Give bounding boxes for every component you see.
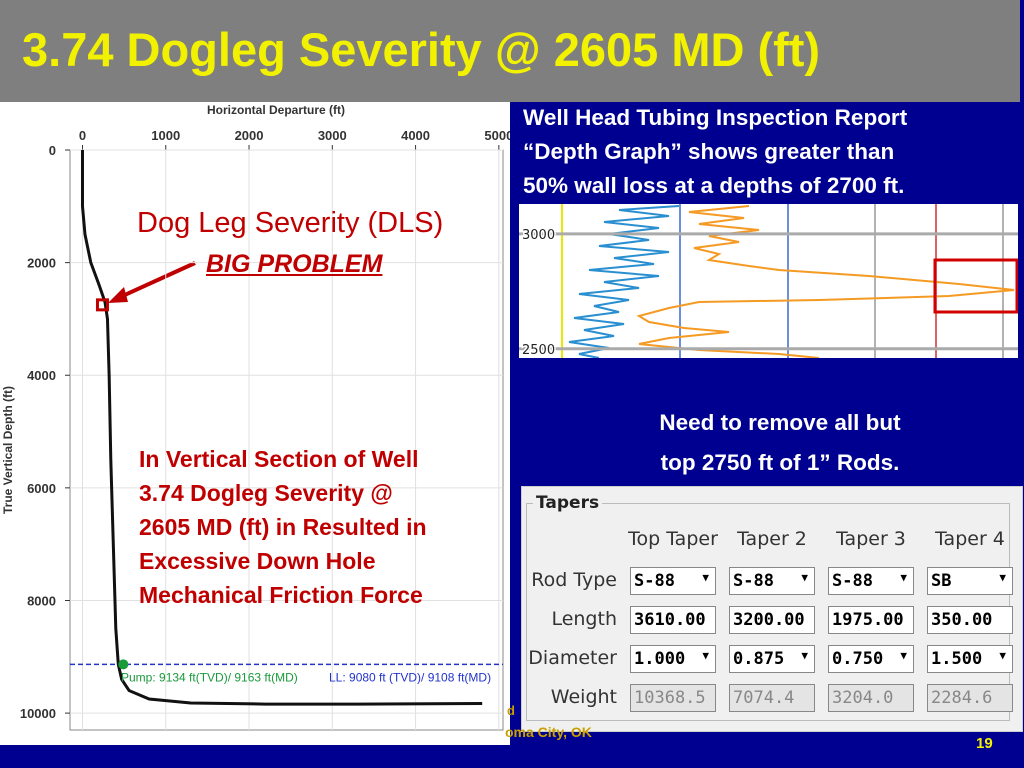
field-value: 7074.4 [733, 688, 795, 708]
slide-title: 3.74 Dogleg Severity @ 2605 MD (ft) [22, 23, 821, 76]
report-line: Well Head Tubing Inspection Report [523, 105, 908, 130]
y-tick-label: 0 [49, 143, 56, 158]
taper-field[interactable]: 3204.0 [828, 684, 914, 712]
row-label: Diameter [528, 647, 617, 669]
footer-fragment: d [507, 703, 515, 718]
dropdown-arrow: ▼ [900, 571, 907, 584]
x-tick-label: 3000 [318, 128, 347, 143]
row-label: Weight [550, 686, 617, 708]
taper-field[interactable]: S-88 ▼ [729, 567, 815, 595]
field-value: 1.500 [931, 649, 983, 669]
taper-field[interactable]: 1.500 ▼ [927, 645, 1013, 673]
field-value: 10368.5 [634, 688, 706, 708]
note-line: Excessive Down Hole [139, 548, 376, 574]
y-tick-label: 4000 [27, 368, 56, 383]
report-line: 50% wall loss at a depths of 2700 ft. [523, 173, 905, 198]
taper-field[interactable]: 7074.4 [729, 684, 815, 712]
y-axis-label: True Vertical Depth (ft) [1, 386, 15, 514]
y-tick-label: 6000 [27, 481, 56, 496]
arrow-head [108, 287, 128, 303]
report-line: “Depth Graph” shows greater than [523, 139, 895, 164]
field-value: 2284.6 [931, 688, 993, 708]
taper-field[interactable]: 3610.00 [630, 606, 716, 634]
note-line: 3.74 Dogleg Severity @ [139, 480, 393, 506]
x-tick-label: 1000 [151, 128, 180, 143]
taper-field[interactable]: 3200.00 [729, 606, 815, 634]
field-value: S-88 [634, 571, 675, 591]
dropdown-arrow: ▼ [999, 571, 1006, 584]
remove-note: top 2750 ft of 1” Rods. [660, 450, 900, 475]
dls-label: Dog Leg Severity (DLS) [137, 207, 444, 239]
tapers-panel: Tapers Top Taper Taper 2 Taper 3 Taper 4 Rod… [521, 486, 1023, 732]
x-tick-label: 4000 [401, 128, 430, 143]
y-tick-label: 2500 [522, 343, 555, 358]
y-tick-label: 2000 [27, 256, 56, 271]
arrow-shaft [115, 261, 196, 301]
well-chart: Horizontal Departure (ft) True Vertical … [1, 103, 510, 731]
field-value: 1975.00 [832, 610, 904, 630]
page-number: 19 [976, 735, 993, 752]
field-value: SB [931, 571, 952, 591]
x-tick-label: 2000 [235, 128, 264, 143]
taper-field[interactable]: 350.00 [927, 606, 1013, 634]
pump-label: Pump: 9134 ft(TVD)/ 9163 ft(MD) [121, 670, 298, 684]
pump-point [118, 659, 129, 670]
dropdown-arrow: ▼ [702, 649, 709, 662]
taper-field[interactable]: SB ▼ [927, 567, 1013, 595]
field-value: 3200.00 [733, 610, 805, 630]
field-value: 1.000 [634, 649, 686, 669]
plot-frame [69, 149, 504, 731]
taper-field[interactable]: 10368.5 [630, 684, 716, 712]
dogleg-marker [95, 298, 109, 312]
field-value: 3610.00 [634, 610, 706, 630]
dropdown-arrow: ▼ [801, 649, 808, 662]
title-bar [0, 0, 1020, 102]
taper-field[interactable]: 2284.6 [927, 684, 1013, 712]
tapers-title: Tapers [536, 493, 600, 513]
well-trajectory [80, 150, 483, 706]
big-problem: BIG PROBLEM [206, 250, 383, 278]
depth-bg [519, 204, 1018, 358]
taper-field[interactable]: S-88 ▼ [828, 567, 914, 595]
ll-label: LL: 9080 ft (TVD)/ 9108 ft(MD) [329, 670, 491, 684]
field-value: 0.750 [832, 649, 884, 669]
y-tick-label: 3000 [522, 228, 555, 243]
taper-field[interactable]: S-88 ▼ [630, 567, 716, 595]
dropdown-arrow: ▼ [801, 571, 808, 584]
field-value: 350.00 [931, 610, 993, 630]
row-label: Length [551, 608, 617, 630]
depth-trace [568, 205, 680, 358]
taper-field[interactable]: 0.875 ▼ [729, 645, 815, 673]
note-line: 2605 MD (ft) in Resulted in [139, 514, 427, 540]
x-tick-label: 0 [79, 128, 86, 143]
x-tick-label: 5000 [484, 128, 510, 143]
column-header: Top Taper [628, 528, 718, 550]
note-line: In Vertical Section of Well [139, 446, 419, 472]
x-axis-label: Horizontal Departure (ft) [207, 103, 345, 117]
field-value: S-88 [733, 571, 774, 591]
field-value: 3204.0 [832, 688, 894, 708]
taper-field[interactable]: 1.000 ▼ [630, 645, 716, 673]
note-line: Mechanical Friction Force [139, 582, 423, 608]
taper-field[interactable]: 0.750 ▼ [828, 645, 914, 673]
row-label: Rod Type [531, 569, 617, 591]
column-header: Taper 3 [836, 528, 906, 550]
remove-note: Need to remove all but [659, 410, 901, 435]
taper-field[interactable]: 1975.00 [828, 606, 914, 634]
y-tick-label: 10000 [20, 706, 56, 721]
y-tick-label: 8000 [27, 593, 56, 608]
dropdown-arrow: ▼ [999, 649, 1006, 662]
depth-graph: 3000 2500 [519, 204, 1018, 358]
footer-bar [0, 745, 1024, 768]
dropdown-arrow: ▼ [900, 649, 907, 662]
column-header: Taper 4 [935, 528, 1005, 550]
column-header: Taper 2 [737, 528, 807, 550]
dropdown-arrow: ▼ [702, 571, 709, 584]
footer-location: oma City, OK [505, 724, 592, 740]
field-value: 0.875 [733, 649, 785, 669]
highlight-box [933, 258, 1018, 314]
field-value: S-88 [832, 571, 873, 591]
